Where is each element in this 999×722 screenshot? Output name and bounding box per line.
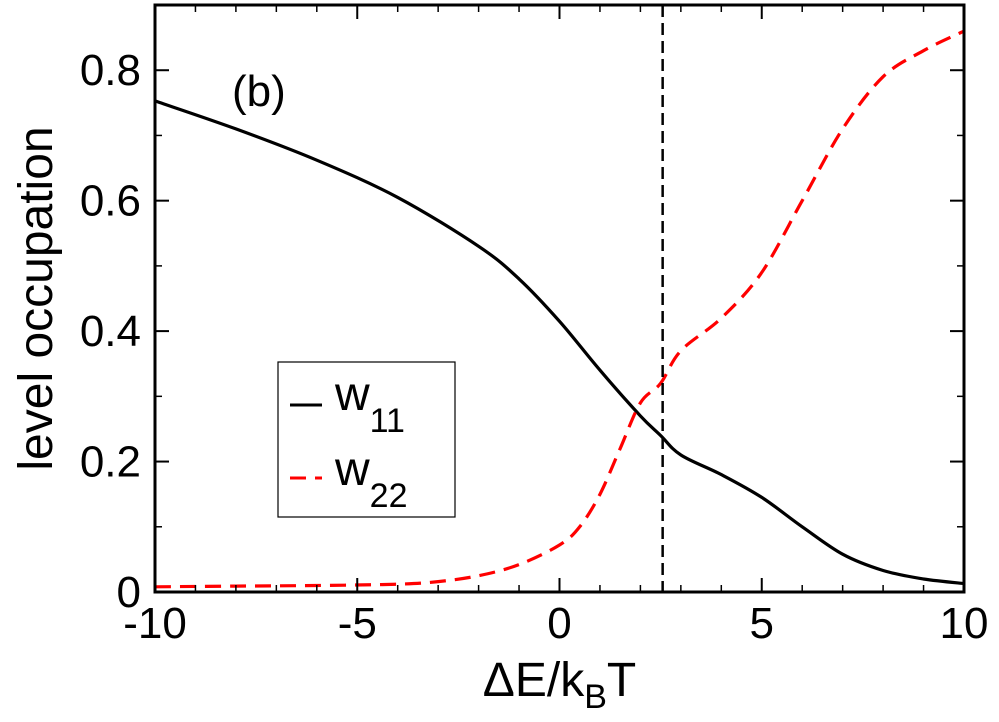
legend-label-w11: w11: [334, 368, 405, 440]
x-axis-label-sub: B: [584, 678, 607, 716]
x-tick-label: 10: [940, 599, 989, 648]
x-tick-label: -10: [123, 599, 187, 648]
x-tick-label: 5: [750, 599, 774, 648]
y-axis-label: level occupation: [10, 126, 63, 470]
y-tick-label: 0.2: [80, 438, 141, 487]
y-tick-label: 0.4: [80, 307, 141, 356]
y-tick-label: 0: [117, 568, 141, 617]
x-axis-label: ΔE/kBT: [483, 654, 636, 716]
legend: w11 w22: [277, 361, 456, 518]
series-line-w11: [154, 99, 965, 586]
legend-box: [277, 361, 456, 518]
panel-label: (b): [232, 67, 286, 116]
legend-label-w22: w22: [334, 443, 408, 515]
y-tick-label: 0.6: [80, 177, 141, 226]
x-axis-label-tail: T: [607, 654, 636, 707]
series-line-w22: [154, 29, 965, 589]
x-tick-label: -5: [338, 599, 377, 648]
x-tick-label: 0: [547, 599, 571, 648]
y-tick-label: 0.8: [80, 46, 141, 95]
x-axis-label-main: ΔE/k: [483, 654, 585, 707]
